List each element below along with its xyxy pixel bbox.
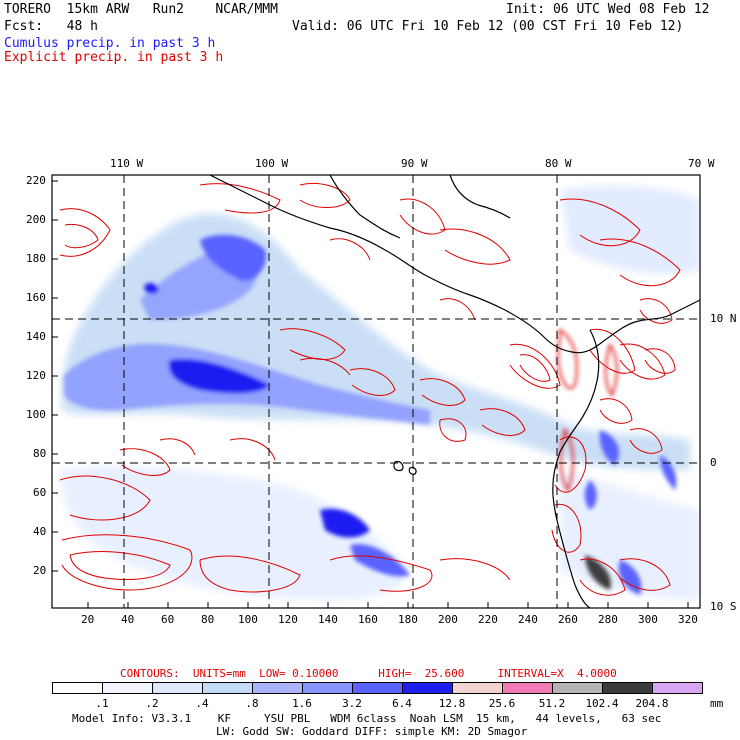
explicit-legend: Explicit precip. in past 3 h bbox=[4, 50, 224, 65]
color-bar-label: 3.2 bbox=[342, 697, 362, 710]
y-tick-label: 140 bbox=[26, 330, 46, 343]
y-tick-label: 200 bbox=[26, 213, 46, 226]
color-bar-label: 12.8 bbox=[438, 697, 466, 710]
x-tick-label: 20 bbox=[81, 613, 95, 626]
color-bar-cell bbox=[552, 682, 603, 694]
x-tick-label: 160 bbox=[358, 613, 378, 626]
valid-time: Valid: 06 UTC Fri 10 Feb 12 (00 CST Fri … bbox=[292, 19, 684, 34]
color-bar-units: mm bbox=[710, 697, 724, 710]
x-tick-label: 80 bbox=[201, 613, 215, 626]
color-bar-cell bbox=[252, 682, 303, 694]
color-bar-label: .2 bbox=[145, 697, 159, 710]
color-bar-label: 204.8 bbox=[635, 697, 669, 710]
y-tick-label: 40 bbox=[33, 525, 47, 538]
color-bar-cell bbox=[302, 682, 353, 694]
color-bar-label: 6.4 bbox=[392, 697, 412, 710]
color-bar-cell bbox=[652, 682, 703, 694]
lon-label: 110 W bbox=[110, 157, 144, 170]
lat-label: 10 N bbox=[710, 312, 737, 325]
lon-label: 90 W bbox=[401, 157, 428, 170]
y-tick-label: 60 bbox=[33, 486, 47, 499]
explicit-precip-contours bbox=[59, 183, 681, 596]
color-bar-label: .8 bbox=[245, 697, 259, 710]
model-physics: LW: Godd SW: Goddard DIFF: simple KM: 2D… bbox=[216, 725, 528, 738]
forecast-hour: Fcst: 48 h bbox=[4, 19, 98, 34]
color-bar-cell bbox=[452, 682, 503, 694]
color-bar-label: .4 bbox=[195, 697, 209, 710]
x-tick-label: 120 bbox=[278, 613, 298, 626]
cumulus-legend: Cumulus precip. in past 3 h bbox=[4, 36, 216, 51]
model-info: Model Info: V3.3.1 KF YSU PBL WDM 6class… bbox=[72, 712, 662, 725]
y-tick-label: 220 bbox=[26, 174, 46, 187]
y-tick-label: 20 bbox=[33, 564, 47, 577]
color-bar-cell bbox=[602, 682, 653, 694]
lon-label: 80 W bbox=[545, 157, 572, 170]
x-tick-label: 300 bbox=[638, 613, 658, 626]
x-tick-label: 320 bbox=[678, 613, 698, 626]
color-bar-label: .1 bbox=[95, 697, 109, 710]
color-bar-cell bbox=[402, 682, 453, 694]
y-tick-label: 120 bbox=[26, 369, 46, 382]
x-tick-label: 200 bbox=[438, 613, 458, 626]
color-bar-cell bbox=[202, 682, 253, 694]
contours-info: CONTOURS: UNITS=mm LOW= 0.10000 HIGH= 25… bbox=[120, 667, 617, 680]
color-bar-label: 51.2 bbox=[538, 697, 566, 710]
lon-label: 100 W bbox=[255, 157, 289, 170]
x-tick-label: 280 bbox=[598, 613, 618, 626]
y-tick-label: 80 bbox=[33, 447, 47, 460]
lat-label: 0 bbox=[710, 456, 717, 469]
x-tick-label: 180 bbox=[398, 613, 418, 626]
y-tick-label: 100 bbox=[26, 408, 46, 421]
color-bar-cell bbox=[52, 682, 103, 694]
lat-lon-grid bbox=[52, 175, 700, 608]
x-tick-label: 140 bbox=[318, 613, 338, 626]
x-tick-label: 40 bbox=[121, 613, 135, 626]
x-tick-label: 60 bbox=[161, 613, 175, 626]
color-bar-label: 102.4 bbox=[585, 697, 619, 710]
color-bar-cell bbox=[102, 682, 153, 694]
x-tick-label: 220 bbox=[478, 613, 498, 626]
lat-label: 10 S bbox=[710, 600, 737, 613]
init-time: Init: 06 UTC Wed 08 Feb 12 bbox=[506, 2, 710, 17]
y-tick-label: 180 bbox=[26, 252, 46, 265]
color-bar-label: 1.6 bbox=[292, 697, 312, 710]
x-tick-label: 100 bbox=[238, 613, 258, 626]
x-tick-label: 240 bbox=[518, 613, 538, 626]
x-tick-label: 260 bbox=[558, 613, 578, 626]
color-bar-cell bbox=[152, 682, 203, 694]
color-bar-cell bbox=[352, 682, 403, 694]
y-tick-label: 160 bbox=[26, 291, 46, 304]
header-title: TORERO 15km ARW Run2 NCAR/MMM bbox=[4, 2, 278, 17]
color-bar-label: 25.6 bbox=[488, 697, 516, 710]
color-bar-cell bbox=[502, 682, 553, 694]
lon-label: 70 W bbox=[688, 157, 715, 170]
